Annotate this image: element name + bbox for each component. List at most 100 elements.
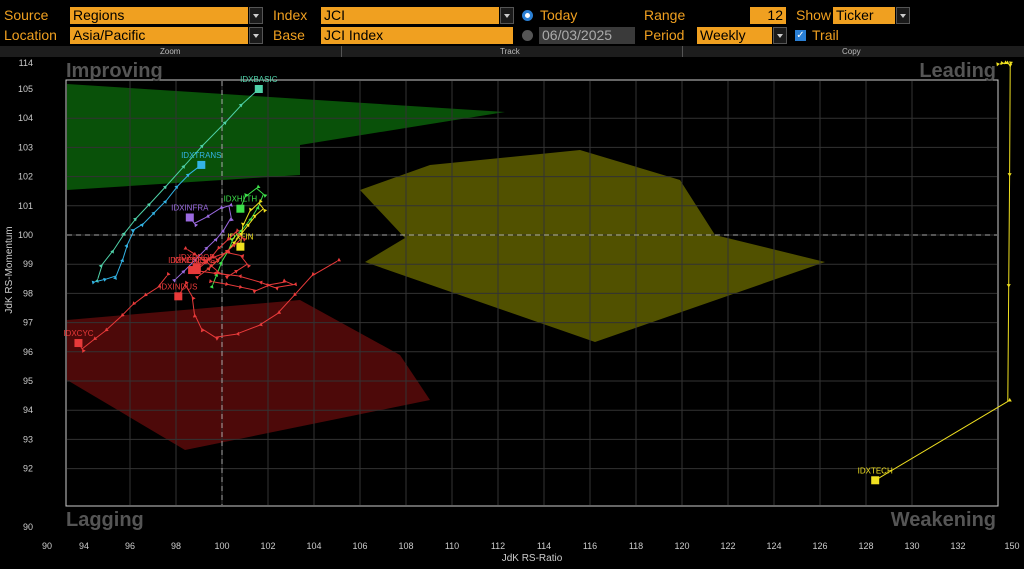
series-label: IDXBASIC bbox=[240, 75, 278, 84]
trail-point bbox=[293, 282, 298, 287]
x-tick-label: 122 bbox=[720, 541, 735, 551]
series-trail-line bbox=[175, 205, 232, 280]
y-tick-label: 114 bbox=[19, 58, 33, 68]
date-field[interactable]: 06/03/2025 bbox=[539, 27, 635, 44]
trail-point bbox=[162, 185, 167, 190]
trail-checkbox[interactable]: ✓ bbox=[795, 30, 806, 41]
series-label: IDXENERGY bbox=[173, 256, 221, 265]
trail-point bbox=[222, 121, 227, 126]
trail-point bbox=[242, 237, 247, 242]
show-dropdown-icon[interactable] bbox=[896, 7, 910, 24]
series-idxtrans[interactable]: IDXTRANS bbox=[91, 151, 222, 285]
trail-point bbox=[226, 236, 231, 241]
copy-button[interactable]: Copy bbox=[842, 47, 861, 56]
trail-point bbox=[1008, 61, 1013, 66]
quadrant-label-improving: Improving bbox=[66, 60, 163, 82]
quadrant-label-lagging: Lagging bbox=[66, 509, 144, 531]
index-field[interactable]: JCI bbox=[321, 7, 499, 24]
x-tick-label: 108 bbox=[398, 541, 413, 551]
x-tick-label: 118 bbox=[629, 541, 643, 551]
trail-point bbox=[228, 202, 233, 207]
series-head-marker[interactable] bbox=[236, 204, 245, 213]
series-idxcyc[interactable]: IDXCYC bbox=[63, 271, 171, 353]
series-head-marker[interactable] bbox=[192, 266, 201, 275]
trail-point bbox=[192, 296, 196, 301]
series-head-marker[interactable] bbox=[188, 266, 197, 275]
trail-point bbox=[249, 207, 253, 212]
trail-point bbox=[181, 270, 186, 274]
series-idxindus[interactable]: IDXINDUS bbox=[159, 257, 341, 341]
trail-point bbox=[98, 264, 103, 269]
y-tick-label: 92 bbox=[23, 464, 33, 474]
zoom-button[interactable]: Zoom bbox=[160, 47, 181, 56]
series-idxnoncyc[interactable]: IDXNONCYC bbox=[168, 256, 298, 294]
trail-point bbox=[113, 275, 117, 280]
index-dropdown-icon[interactable] bbox=[500, 7, 514, 24]
trail-point bbox=[132, 301, 137, 306]
source-dropdown-icon[interactable] bbox=[249, 7, 263, 24]
series-idxinfra[interactable]: IDXINFRA bbox=[171, 202, 234, 283]
x-tick-label: 90 bbox=[42, 541, 52, 551]
y-tick-label: 104 bbox=[18, 113, 33, 123]
trail-point bbox=[183, 246, 188, 250]
trail-point bbox=[225, 281, 229, 286]
source-field[interactable]: Regions bbox=[70, 7, 248, 24]
show-field[interactable]: Ticker bbox=[833, 7, 895, 24]
date-radio[interactable] bbox=[522, 30, 533, 41]
trail-point bbox=[238, 284, 243, 289]
y-tick-label: 102 bbox=[18, 172, 33, 182]
x-tick-label: 114 bbox=[537, 541, 551, 551]
y-tick-label: 97 bbox=[23, 318, 33, 328]
x-tick-label: 124 bbox=[766, 541, 781, 551]
trail-point bbox=[218, 261, 223, 266]
location-field[interactable]: Asia/Pacific bbox=[70, 27, 248, 44]
period-field[interactable]: Weekly bbox=[697, 27, 772, 44]
divider bbox=[682, 46, 683, 57]
series-idxhlth[interactable]: IDXHLTH bbox=[209, 184, 268, 289]
base-field[interactable]: JCI Index bbox=[321, 27, 513, 44]
track-button[interactable]: Track bbox=[500, 47, 520, 56]
trail-point bbox=[252, 214, 257, 219]
series-head-marker[interactable] bbox=[254, 85, 263, 93]
trail-point bbox=[277, 310, 282, 314]
series-head-marker[interactable] bbox=[185, 213, 194, 222]
trail-point bbox=[258, 280, 263, 285]
trail-point bbox=[996, 62, 1000, 67]
y-tick-label: 96 bbox=[23, 347, 33, 357]
trail-point bbox=[200, 328, 205, 333]
today-radio[interactable] bbox=[522, 10, 533, 21]
series-head-marker[interactable] bbox=[871, 476, 880, 485]
range-field[interactable]: 12 bbox=[750, 7, 786, 24]
series-head-marker[interactable] bbox=[236, 242, 245, 251]
series-idxenergy[interactable]: IDXENERGY bbox=[173, 228, 247, 280]
trail-point bbox=[143, 292, 148, 297]
series-head-marker[interactable] bbox=[74, 339, 83, 348]
trail-point bbox=[217, 245, 222, 250]
x-tick-label: 102 bbox=[260, 541, 275, 551]
trail-point bbox=[240, 254, 245, 259]
trail-point bbox=[215, 269, 220, 274]
trail-point bbox=[231, 243, 236, 248]
trail-point bbox=[1000, 60, 1005, 66]
trail-point bbox=[204, 246, 209, 251]
y-tick-label: 90 bbox=[23, 522, 33, 532]
trail-point bbox=[210, 254, 215, 259]
trail-point bbox=[215, 337, 220, 341]
trail-point bbox=[209, 284, 214, 289]
show-label: Show bbox=[796, 7, 832, 23]
trail-point bbox=[220, 229, 225, 234]
trail-point bbox=[238, 232, 243, 237]
location-dropdown-icon[interactable] bbox=[249, 27, 263, 44]
series-head-marker[interactable] bbox=[174, 292, 183, 301]
period-dropdown-icon[interactable] bbox=[773, 27, 787, 44]
x-tick-label: 104 bbox=[306, 541, 321, 551]
trail-point bbox=[293, 292, 298, 297]
trail-point bbox=[195, 275, 199, 280]
trail-point bbox=[91, 280, 96, 285]
trail-point bbox=[174, 185, 179, 190]
trail-point bbox=[229, 237, 234, 242]
series-head-marker[interactable] bbox=[197, 160, 206, 169]
series-idxtech[interactable]: IDXTECH bbox=[858, 60, 1013, 485]
trail-point bbox=[248, 217, 252, 222]
